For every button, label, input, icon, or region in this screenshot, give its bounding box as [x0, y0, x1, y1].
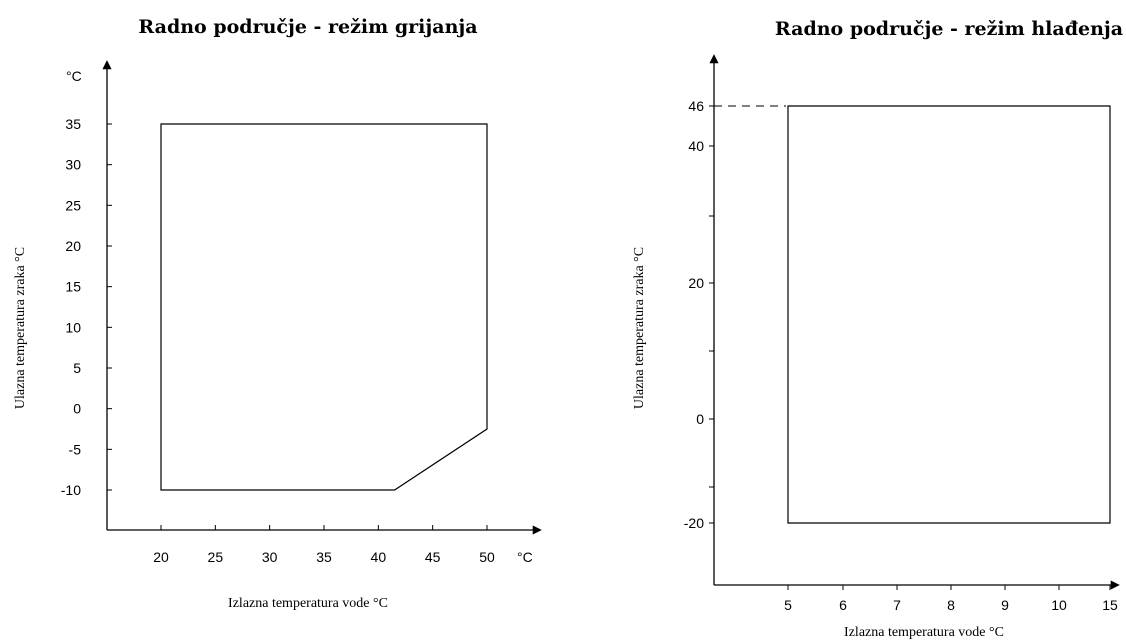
cooling-operating-region [787, 105, 1111, 524]
cooling-y-minor-ticks [709, 215, 714, 488]
heating-y-tick-label: 15 [65, 279, 81, 295]
cooling-y-tick-label: -20 [684, 515, 704, 531]
heating-y-tick-label: 30 [65, 157, 81, 173]
cooling-x-tick-labels: 5 6 7 8 9 10 15 [784, 585, 1118, 613]
heating-y-tick-labels: 35 30 25 20 15 10 5 0 -5 -10 [61, 116, 112, 498]
heating-x-tick-label: 40 [371, 549, 387, 565]
cooling-y-axis-label: Ulazna temperatura zraka °C [632, 247, 647, 409]
cooling-y-tick-label: 46 [688, 98, 704, 114]
heating-x-tick-label: 35 [316, 549, 332, 565]
heating-y-axis-label: Ulazna temperatura zraka °C [13, 247, 28, 409]
heating-y-tick-label: 0 [73, 401, 81, 417]
heating-chart-title: Radno područje - režim grijanja [138, 16, 477, 38]
heating-x-unit: °C [517, 549, 533, 565]
heating-x-tick-label: 50 [479, 549, 495, 565]
heating-y-unit: °C [66, 68, 82, 84]
heating-x-tick-labels: 20 25 30 35 40 45 50 [153, 525, 495, 565]
cooling-x-tick-label: 10 [1051, 597, 1067, 613]
cooling-chart-title: Radno područje - režim hlađenja [775, 18, 1123, 40]
heating-x-tick-label: 20 [153, 549, 169, 565]
heating-x-tick-label: 25 [208, 549, 224, 565]
cooling-x-tick-label: 15 [1102, 597, 1118, 613]
cooling-x-tick-label: 5 [784, 597, 792, 613]
heating-chart: Radno područje - režim grijanja °C °C 35… [13, 16, 542, 611]
cooling-x-tick-label: 7 [893, 597, 901, 613]
heating-y-tick-label: 35 [65, 116, 81, 132]
heating-y-tick-label: -10 [61, 482, 81, 498]
cooling-chart: Radno područje - režim hlađenja 46 40 20 0 -… [632, 18, 1123, 640]
cooling-y-tick-label: 0 [696, 411, 704, 427]
heating-y-tick-label: 10 [65, 319, 81, 335]
heating-x-tick-label: 45 [425, 549, 441, 565]
heating-x-tick-label: 30 [262, 549, 278, 565]
heating-y-tick-label: 5 [73, 360, 81, 376]
heating-y-tick-label: 20 [65, 238, 81, 254]
cooling-y-tick-label: 40 [688, 138, 704, 154]
heating-x-axis-label: Izlazna temperatura vode °C [228, 596, 388, 611]
cooling-x-axis-label: Izlazna temperatura vode °C [844, 625, 1004, 640]
heating-y-tick-label: -5 [69, 441, 82, 457]
cooling-x-tick-label: 6 [839, 597, 847, 613]
heating-operating-region [160, 123, 488, 491]
cooling-x-tick-label: 9 [1001, 597, 1009, 613]
cooling-y-tick-labels: 46 40 20 0 -20 [684, 98, 714, 531]
cooling-x-tick-label: 8 [947, 597, 955, 613]
heating-y-tick-label: 25 [65, 197, 81, 213]
cooling-y-tick-label: 20 [688, 275, 704, 291]
